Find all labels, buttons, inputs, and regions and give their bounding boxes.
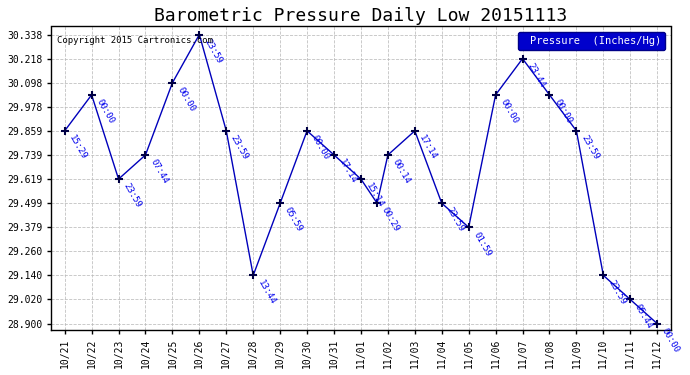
Text: 00:00: 00:00	[310, 134, 331, 161]
Text: 05:59: 05:59	[283, 206, 304, 234]
Text: 05:44: 05:44	[633, 302, 654, 330]
Text: 23:44: 23:44	[525, 62, 546, 89]
Text: 00:00: 00:00	[660, 326, 681, 354]
Text: Copyright 2015 Cartronics.com: Copyright 2015 Cartronics.com	[57, 36, 213, 45]
Text: 23:59: 23:59	[202, 38, 224, 65]
Text: 17:14: 17:14	[417, 134, 439, 161]
Text: 00:00: 00:00	[552, 98, 573, 125]
Text: 23:59: 23:59	[121, 182, 143, 210]
Text: 00:00: 00:00	[95, 98, 116, 125]
Text: 00:14: 00:14	[391, 158, 412, 186]
Text: 15:14: 15:14	[364, 182, 385, 210]
Text: 01:59: 01:59	[471, 230, 493, 258]
Title: Barometric Pressure Daily Low 20151113: Barometric Pressure Daily Low 20151113	[155, 7, 568, 25]
Text: 00:00: 00:00	[498, 98, 520, 125]
Text: 23:59: 23:59	[444, 206, 466, 234]
Text: 23:59: 23:59	[606, 278, 627, 306]
Legend: Pressure  (Inches/Hg): Pressure (Inches/Hg)	[518, 32, 665, 50]
Text: 00:29: 00:29	[380, 206, 401, 234]
Text: 17:14: 17:14	[337, 158, 358, 186]
Text: 23:59: 23:59	[579, 134, 600, 161]
Text: 07:44: 07:44	[148, 158, 170, 186]
Text: 23:59: 23:59	[229, 134, 250, 161]
Text: 13:44: 13:44	[256, 278, 277, 306]
Text: 00:00: 00:00	[175, 86, 197, 113]
Text: 15:29: 15:29	[68, 134, 89, 161]
